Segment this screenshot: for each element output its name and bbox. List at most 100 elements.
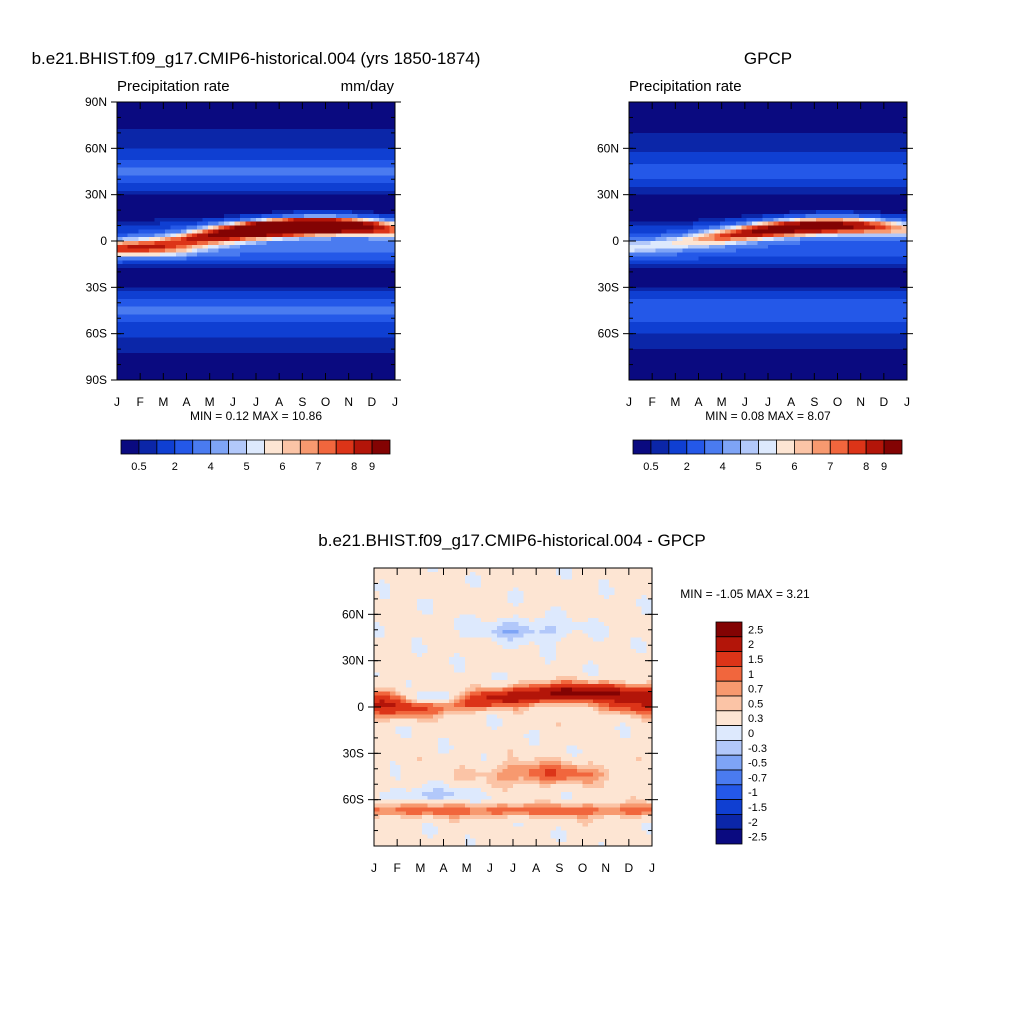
x-tick-label: D: [624, 861, 633, 875]
x-tick-label: J: [742, 395, 748, 409]
x-tick-label: J: [371, 861, 377, 875]
colorbar-label: 0.5: [748, 698, 763, 710]
left-label: Precipitation rate: [117, 78, 230, 95]
panel-title: GPCP: [744, 49, 792, 68]
x-tick-label: F: [393, 861, 400, 875]
colorbar-label: 1: [748, 669, 754, 681]
x-tick-label: O: [578, 861, 587, 875]
colorbar-label: 5: [755, 461, 761, 473]
colorbar-swatch: [715, 651, 743, 667]
x-tick-label: O: [321, 395, 330, 409]
colorbar-swatch: [715, 725, 743, 741]
left-label: Precipitation rate: [629, 78, 742, 95]
y-tick-label: 30S: [598, 280, 619, 294]
x-tick-label: M: [670, 395, 680, 409]
x-tick-label: A: [532, 861, 540, 875]
x-tick-label: N: [344, 395, 353, 409]
colorbar-swatch: [794, 439, 813, 455]
colorbar-swatch: [847, 439, 867, 455]
y-tick-label: 60N: [597, 141, 619, 155]
x-tick-label: J: [510, 861, 516, 875]
colorbar-label: 0.5: [643, 461, 658, 473]
y-tick-label: 60S: [598, 327, 619, 341]
panel-difference: b.e21.BHIST.f09_g17.CMIP6-historical.004…: [318, 531, 810, 875]
x-tick-label: M: [717, 395, 727, 409]
colorbar: 0.5 2 4 5 6 7 8 9: [632, 439, 903, 473]
colorbar-swatch: [192, 439, 212, 455]
x-tick-label: A: [787, 395, 795, 409]
colorbar-label: -2.5: [748, 832, 767, 844]
colorbar-swatch: [715, 814, 743, 830]
colorbar-label: 7: [827, 461, 833, 473]
x-tick-label: S: [555, 861, 563, 875]
colorbar-swatch: [740, 439, 759, 455]
colorbar-label: 9: [881, 461, 887, 473]
colorbar-label: 2.5: [748, 624, 763, 636]
colorbar-swatch: [829, 439, 849, 455]
colorbar-swatch: [281, 439, 301, 455]
colorbar-label: 9: [369, 461, 375, 473]
colorbar-label: 6: [279, 461, 285, 473]
min-max-stats: MIN = -1.05 MAX = 3.21: [680, 587, 810, 601]
colorbar: 2.5 2 1.5 1 0.7 0.5 0.3 0 -0.3 -0.5 -0.7 -1 -1.5 -2 -2…: [715, 621, 767, 845]
x-tick-label: J: [114, 395, 120, 409]
colorbar-swatch: [174, 439, 194, 455]
colorbar-label: 2: [172, 461, 178, 473]
heatmap-field: [373, 567, 653, 847]
panel-title: b.e21.BHIST.f09_g17.CMIP6-historical.004…: [318, 531, 705, 550]
x-tick-label: J: [649, 861, 655, 875]
colorbar-label: -0.5: [748, 758, 767, 770]
colorbar-swatch: [371, 439, 391, 455]
colorbar-swatch: [715, 828, 743, 845]
colorbar-swatch: [776, 439, 795, 455]
x-tick-label: J: [392, 395, 398, 409]
colorbar-swatch: [299, 439, 319, 455]
colorbar-swatch: [715, 621, 743, 638]
y-tick-label: 30N: [85, 188, 107, 202]
panel-title: b.e21.BHIST.f09_g17.CMIP6-historical.004…: [32, 49, 481, 68]
colorbar-swatch: [264, 439, 283, 455]
colorbar-label: 7: [315, 461, 321, 473]
colorbar-swatch: [715, 769, 743, 786]
x-tick-label: D: [879, 395, 888, 409]
colorbar-swatch: [715, 740, 743, 756]
colorbar-swatch: [138, 439, 158, 455]
min-max-stats: MIN = 0.12 MAX = 10.86: [190, 409, 322, 423]
colorbar-swatch: [715, 680, 743, 697]
colorbar-label: 0.5: [131, 461, 146, 473]
colorbar-label: 0: [748, 728, 754, 740]
colorbar-label: 8: [863, 461, 869, 473]
x-tick-label: D: [367, 395, 376, 409]
y-tick-label: 60N: [342, 607, 364, 621]
x-tick-label: J: [765, 395, 771, 409]
colorbar-swatch: [246, 439, 265, 455]
colorbar-label: 8: [351, 461, 357, 473]
y-tick-label: 60S: [86, 327, 107, 341]
min-max-stats: MIN = 0.08 MAX = 8.07: [705, 409, 831, 423]
x-tick-label: J: [230, 395, 236, 409]
colorbar-label: 2: [684, 461, 690, 473]
colorbar-swatch: [228, 439, 247, 455]
y-axis: 60N 30N 0 30S 60S: [342, 567, 658, 847]
colorbar-label: 6: [791, 461, 797, 473]
colorbar-swatch: [722, 439, 742, 455]
colorbar-label: -1: [748, 787, 758, 799]
colorbar-swatch: [715, 784, 743, 800]
colorbar-swatch: [120, 439, 140, 455]
y-tick-label: 30S: [86, 280, 107, 294]
colorbar-swatch: [335, 439, 355, 455]
y-tick-label: 90N: [85, 95, 107, 109]
panel-model: b.e21.BHIST.f09_g17.CMIP6-historical.004…: [32, 49, 481, 473]
y-tick-label: 0: [612, 234, 619, 248]
x-tick-label: J: [253, 395, 259, 409]
x-tick-label: J: [487, 861, 493, 875]
colorbar-swatch: [650, 439, 670, 455]
colorbar-swatch: [715, 754, 743, 771]
colorbar-swatch: [715, 666, 743, 682]
y-tick-label: 30S: [343, 746, 364, 760]
heatmap-field: [116, 101, 396, 381]
colorbar-swatch: [715, 799, 743, 815]
colorbar-label: -0.3: [748, 743, 767, 755]
